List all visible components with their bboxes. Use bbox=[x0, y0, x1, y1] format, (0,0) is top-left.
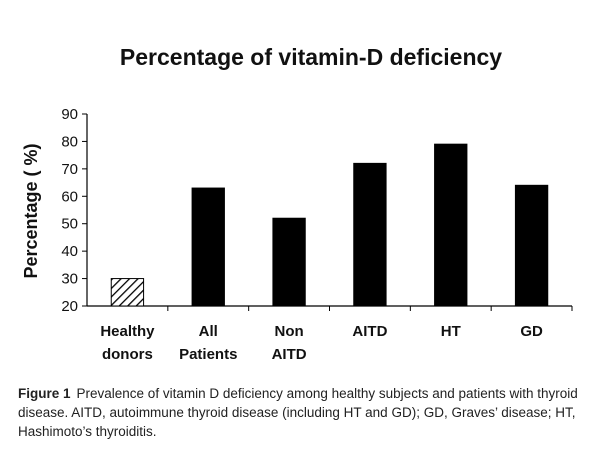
plot-area: 20 30 40 50 60 70 80 90 Healthy donors All Patients… bbox=[61, 106, 573, 363]
y-tick-label: 50 bbox=[61, 216, 78, 233]
figure-label: Figure 1 bbox=[18, 386, 71, 401]
x-tick-label: HT bbox=[441, 323, 461, 340]
y-tick-label: 30 bbox=[61, 271, 78, 288]
x-tick-label: Non AITD bbox=[272, 323, 307, 363]
bar-2 bbox=[272, 217, 306, 307]
bar-1 bbox=[191, 187, 225, 307]
y-tick-label: 40 bbox=[61, 243, 78, 260]
bar-3 bbox=[353, 162, 387, 307]
x-tick-label: GD bbox=[520, 323, 543, 340]
y-tick-label: 60 bbox=[61, 188, 78, 205]
x-tick-label: AITD bbox=[352, 323, 387, 340]
x-tick-label: Healthy donors bbox=[100, 323, 155, 363]
chart-title: Percentage of vitamin-D deficiency bbox=[120, 44, 502, 70]
y-tick-label: 80 bbox=[61, 133, 78, 150]
y-tick-label: 70 bbox=[61, 161, 78, 178]
bar-chart: Percentage of vitamin-D deficiency Perce… bbox=[21, 44, 573, 363]
bar-5 bbox=[514, 184, 549, 307]
bar-0 bbox=[110, 278, 145, 307]
y-tick-label: 20 bbox=[61, 298, 78, 315]
y-axis-label: Percentage ( %) bbox=[21, 143, 41, 278]
bar-4 bbox=[434, 143, 468, 307]
x-tick-label: All Patients bbox=[179, 323, 237, 363]
figure-caption: Figure 1 Prevalence of vitamin D deficien… bbox=[18, 384, 593, 441]
y-tick-label: 90 bbox=[61, 106, 78, 123]
caption-text: Prevalence of vitamin D deficiency among… bbox=[18, 386, 578, 439]
